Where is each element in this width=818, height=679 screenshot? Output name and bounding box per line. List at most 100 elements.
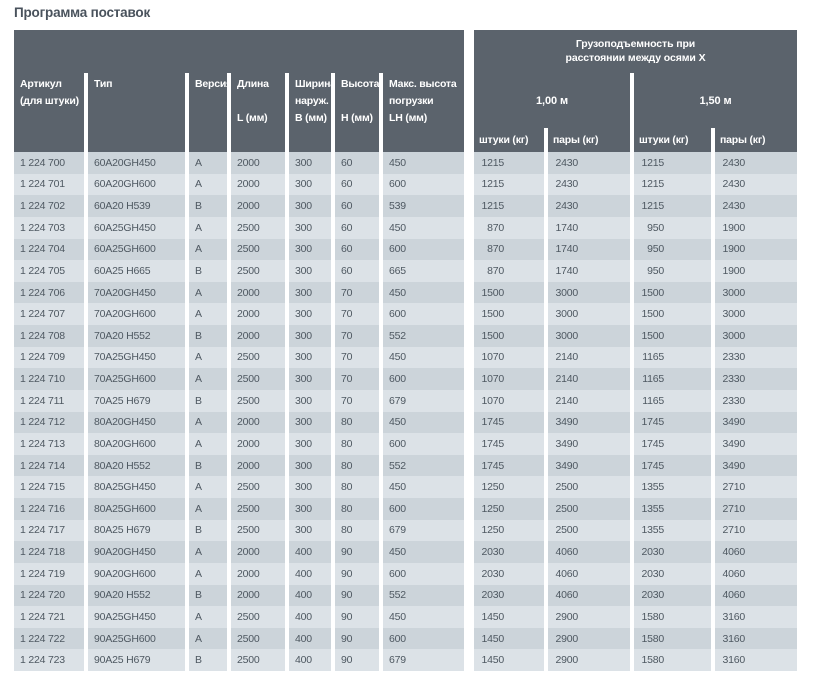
col-header-article-line1: Артикул	[20, 78, 62, 90]
cell-value: 1745	[641, 437, 664, 450]
cell-max-load-height: 679	[383, 519, 464, 542]
cell-value: 1740	[555, 243, 578, 256]
cell-pairs-100m: 2900	[548, 649, 630, 671]
cell-article: 1 224 717	[14, 519, 84, 542]
cell-version: A	[189, 498, 227, 520]
cell-value: 1745	[481, 416, 504, 429]
cell-article: 1 224 720	[14, 584, 84, 607]
cell-length: 2000	[231, 195, 285, 217]
table-row: 1 224 720 90A20 H552 B 2000 400 90 552 2030 4060…	[14, 584, 797, 607]
cell-value: 3490	[722, 437, 745, 450]
cell-value: 2430	[555, 200, 578, 213]
cell-max-load-height: 600	[383, 303, 464, 325]
cell-value: 870	[487, 243, 504, 256]
cell-pairs-100m: 1740	[548, 216, 630, 239]
cell-pairs-150m: 2330	[715, 389, 797, 412]
col-header-length: Длина L (мм)	[231, 73, 285, 152]
cell-article: 1 224 706	[14, 281, 84, 304]
cell-height: 70	[335, 346, 379, 369]
cell-units-150m: 1215	[634, 173, 711, 196]
cell-value: 1250	[481, 481, 504, 494]
cell-value: 2030	[641, 567, 664, 580]
cell-units-150m: 1355	[634, 519, 711, 542]
cell-units-150m: 1745	[634, 433, 711, 455]
cell-value: 1500	[481, 286, 504, 299]
col-group-axis-1-00: 1,00 м	[474, 73, 630, 128]
cell-width: 300	[289, 368, 331, 390]
cell-value: 2900	[555, 654, 578, 667]
cell-units-100m: 870	[474, 238, 544, 261]
cell-pairs-150m: 4060	[715, 562, 797, 585]
cell-value: 1450	[481, 632, 504, 645]
cell-length: 2000	[231, 411, 285, 434]
cell-value: 1580	[641, 610, 664, 623]
cell-article: 1 224 712	[14, 411, 84, 434]
cell-type: 80A20GH450	[88, 411, 185, 434]
cell-max-load-height: 450	[383, 281, 464, 304]
cell-value: 2430	[722, 156, 745, 169]
cell-value: 3490	[722, 459, 745, 472]
cell-units-100m: 2030	[474, 562, 544, 585]
cell-version: A	[189, 173, 227, 196]
cell-type: 70A25 H679	[88, 389, 185, 412]
cell-height: 90	[335, 541, 379, 563]
cell-max-load-height: 679	[383, 649, 464, 671]
cell-value: 2140	[555, 351, 578, 364]
cell-pairs-100m: 2500	[548, 476, 630, 498]
col-header-max-load-height-line2: погрузки	[389, 95, 434, 107]
cell-pairs-150m: 2710	[715, 498, 797, 520]
cell-article: 1 224 715	[14, 476, 84, 498]
cell-pairs-150m: 3490	[715, 433, 797, 455]
cell-units-100m: 1250	[474, 498, 544, 520]
cell-max-load-height: 552	[383, 454, 464, 477]
cell-height: 60	[335, 195, 379, 217]
cell-pairs-100m: 2500	[548, 519, 630, 542]
cell-value: 1740	[555, 264, 578, 277]
cell-pairs-150m: 2330	[715, 368, 797, 390]
cell-value: 1450	[481, 654, 504, 667]
cell-max-load-height: 600	[383, 498, 464, 520]
cell-height: 60	[335, 238, 379, 261]
cell-value: 3490	[555, 416, 578, 429]
cell-pairs-150m: 3490	[715, 454, 797, 477]
cell-value: 1500	[641, 286, 664, 299]
cell-version: A	[189, 152, 227, 174]
cell-height: 60	[335, 152, 379, 174]
cell-value: 1745	[641, 416, 664, 429]
cell-pairs-100m: 2430	[548, 195, 630, 217]
cell-pairs-150m: 4060	[715, 584, 797, 607]
cell-length: 2500	[231, 216, 285, 239]
cell-pairs-150m: 3000	[715, 281, 797, 304]
table-row: 1 224 717 80A25 H679 B 2500 300 80 679 1250 2500…	[14, 519, 797, 542]
cell-value: 2710	[722, 481, 745, 494]
cell-value: 1165	[642, 394, 664, 407]
col-header-version: Версия	[189, 73, 232, 152]
cell-length: 2000	[231, 541, 285, 563]
cell-value: 4060	[555, 546, 578, 559]
cell-article: 1 224 703	[14, 216, 84, 239]
cell-units-100m: 1070	[474, 389, 544, 412]
cell-value: 2330	[722, 351, 745, 364]
cell-units-150m: 1580	[634, 627, 711, 650]
cell-value: 3160	[722, 654, 745, 667]
col-header-units-150m: штуки (кг)	[634, 128, 711, 152]
cell-value: 1070	[481, 351, 504, 364]
cell-value: 1215	[481, 156, 504, 169]
cell-value: 950	[647, 264, 664, 277]
cell-value: 2710	[722, 502, 745, 515]
cell-value: 2330	[722, 394, 745, 407]
cell-units-150m: 1165	[634, 389, 711, 412]
cell-max-load-height: 600	[383, 562, 464, 585]
col-header-length-label: Длина	[237, 78, 269, 90]
cell-version: A	[189, 606, 227, 628]
cell-value: 2330	[722, 373, 745, 386]
cell-pairs-100m: 2140	[548, 368, 630, 390]
cell-units-150m: 950	[634, 260, 711, 282]
cell-units-150m: 950	[634, 216, 711, 239]
cell-units-150m: 1500	[634, 303, 711, 325]
cell-units-100m: 1250	[474, 519, 544, 542]
cell-value: 2140	[555, 373, 578, 386]
cell-width: 300	[289, 498, 331, 520]
cell-article: 1 224 711	[14, 389, 84, 412]
cell-value: 2900	[555, 632, 578, 645]
